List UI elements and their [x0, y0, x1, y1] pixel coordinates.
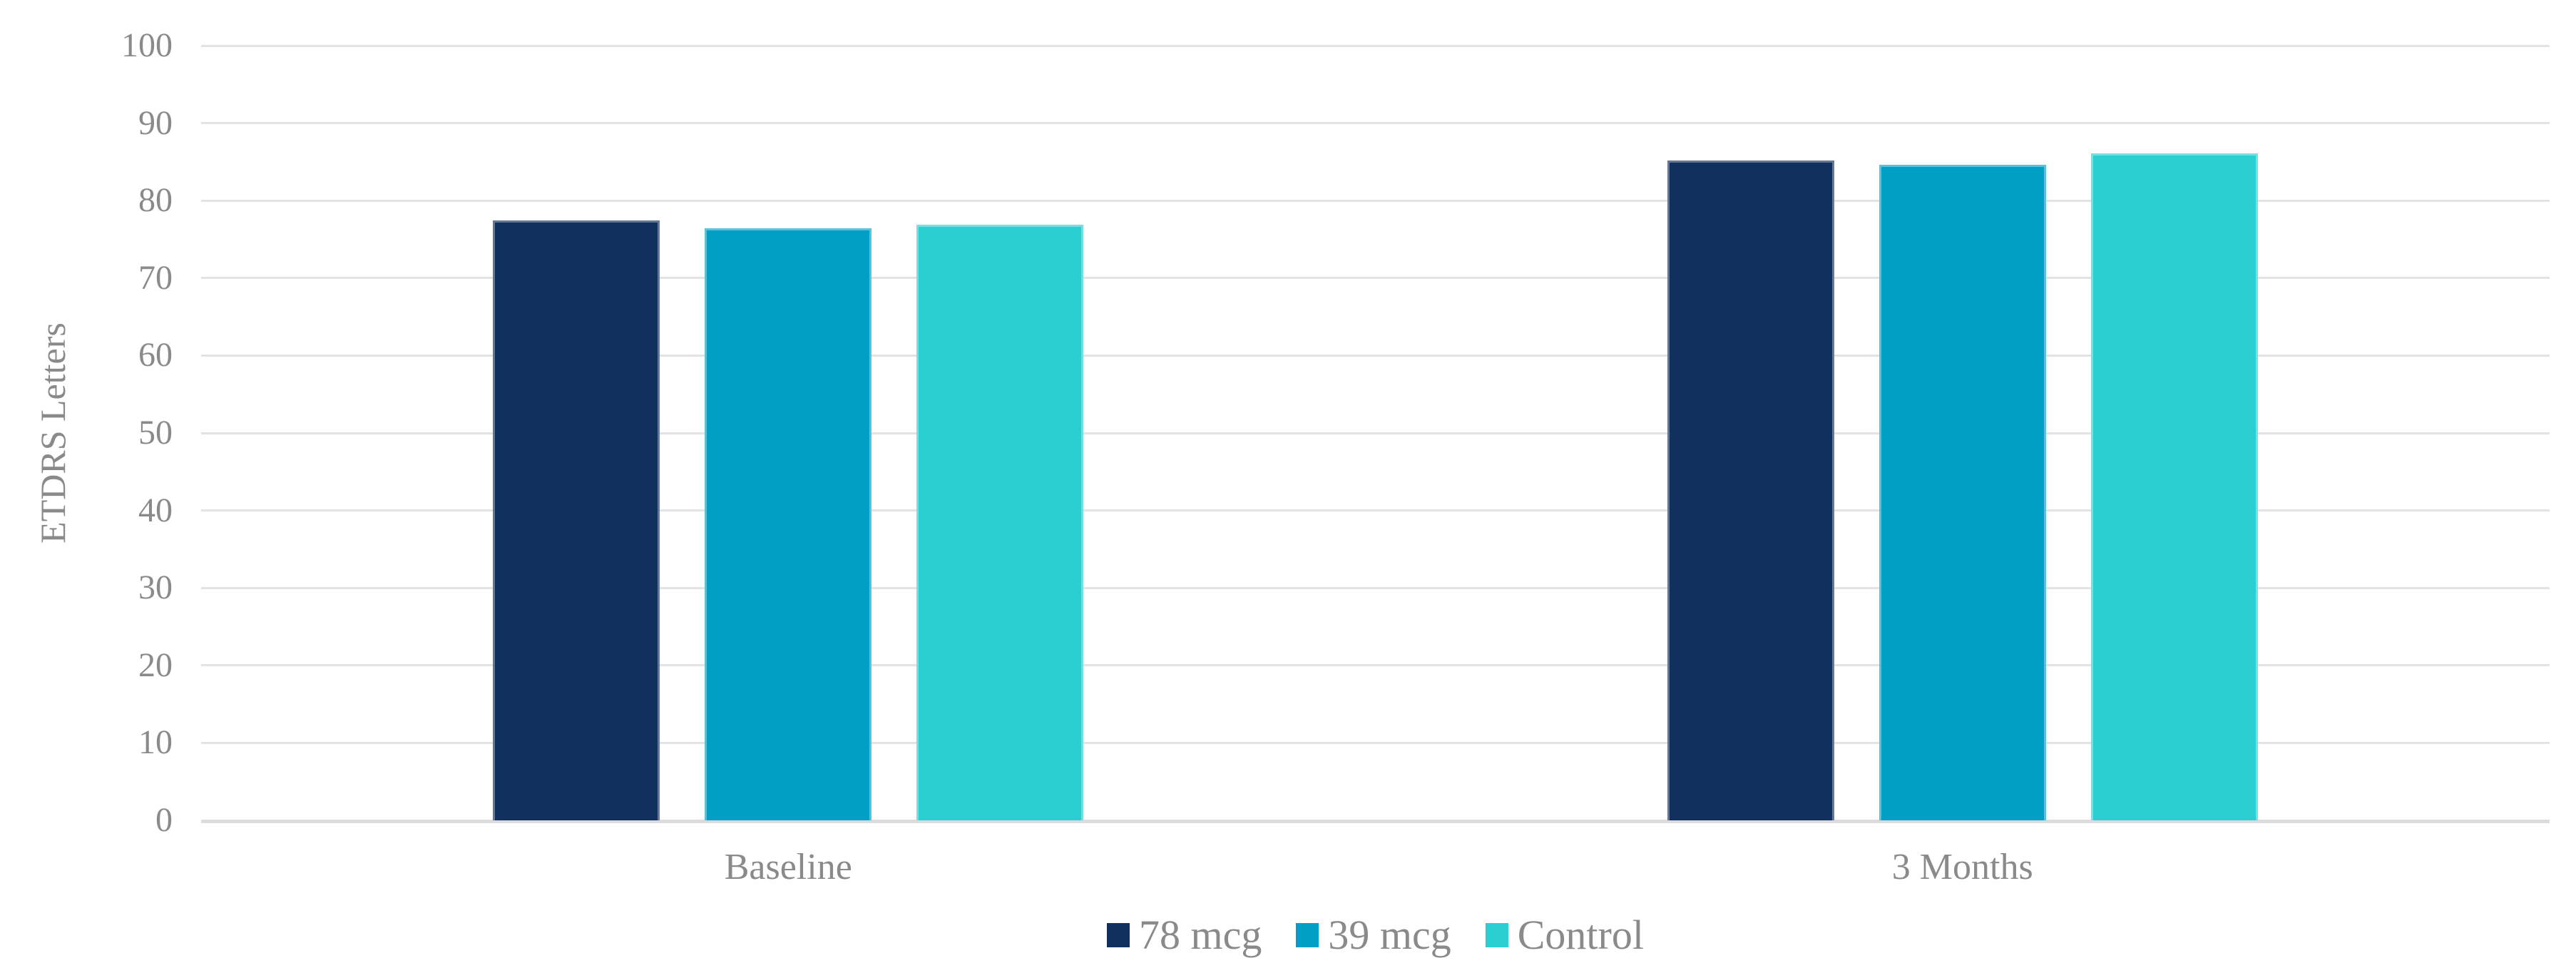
legend-label-39-mcg: 39 mcg	[1328, 912, 1451, 958]
gridline-50	[201, 432, 2550, 434]
y-axis-tick-labels: 0 10 20 30 40 50 60 70 80 90 100	[0, 0, 173, 978]
legend-swatch-78-mcg	[1107, 923, 1130, 947]
gridline-100	[201, 44, 2550, 47]
y-tick-label-10: 10	[138, 723, 173, 762]
legend-item-control: Control	[1485, 912, 1644, 958]
bar-baseline-control	[916, 224, 1084, 820]
y-tick-label-60: 60	[138, 336, 173, 375]
y-tick-label-20: 20	[138, 646, 173, 684]
category-label-3-months: 3 Months	[1891, 847, 2033, 887]
x-axis-line	[201, 820, 2550, 823]
legend-item-39-mcg: 39 mcg	[1296, 915, 1451, 956]
y-tick-label-80: 80	[138, 181, 173, 220]
bar-baseline-78-mcg	[493, 220, 660, 820]
legend-item-78-mcg: 78 mcg	[1107, 915, 1262, 956]
gridline-10	[201, 741, 2550, 744]
legend-swatch-control	[1485, 923, 1508, 947]
y-tick-label-70: 70	[138, 258, 173, 297]
bar-baseline-39-mcg	[705, 228, 872, 820]
y-tick-label-0: 0	[155, 801, 173, 839]
gridline-80	[201, 199, 2550, 202]
y-tick-label-30: 30	[138, 569, 173, 607]
gridline-60	[201, 354, 2550, 357]
category-label-baseline: Baseline	[724, 847, 852, 887]
legend-swatch-39-mcg	[1296, 923, 1319, 947]
bar-3-months-39-mcg	[1879, 165, 2046, 820]
legend-label-control: Control	[1517, 912, 1644, 958]
legend-label-78-mcg: 78 mcg	[1139, 912, 1262, 958]
gridline-70	[201, 277, 2550, 280]
plot-area	[201, 44, 2550, 820]
bar-3-months-control	[2090, 153, 2258, 820]
gridline-90	[201, 122, 2550, 125]
gridline-20	[201, 664, 2550, 667]
y-tick-label-90: 90	[138, 103, 173, 142]
gridline-40	[201, 509, 2550, 512]
y-tick-label-100: 100	[121, 26, 173, 64]
y-tick-label-40: 40	[138, 491, 173, 529]
bar-3-months-78-mcg	[1667, 160, 1834, 820]
y-tick-label-50: 50	[138, 414, 173, 452]
gridline-30	[201, 586, 2550, 589]
legend: 78 mcg 39 mcg Control	[201, 915, 2550, 956]
